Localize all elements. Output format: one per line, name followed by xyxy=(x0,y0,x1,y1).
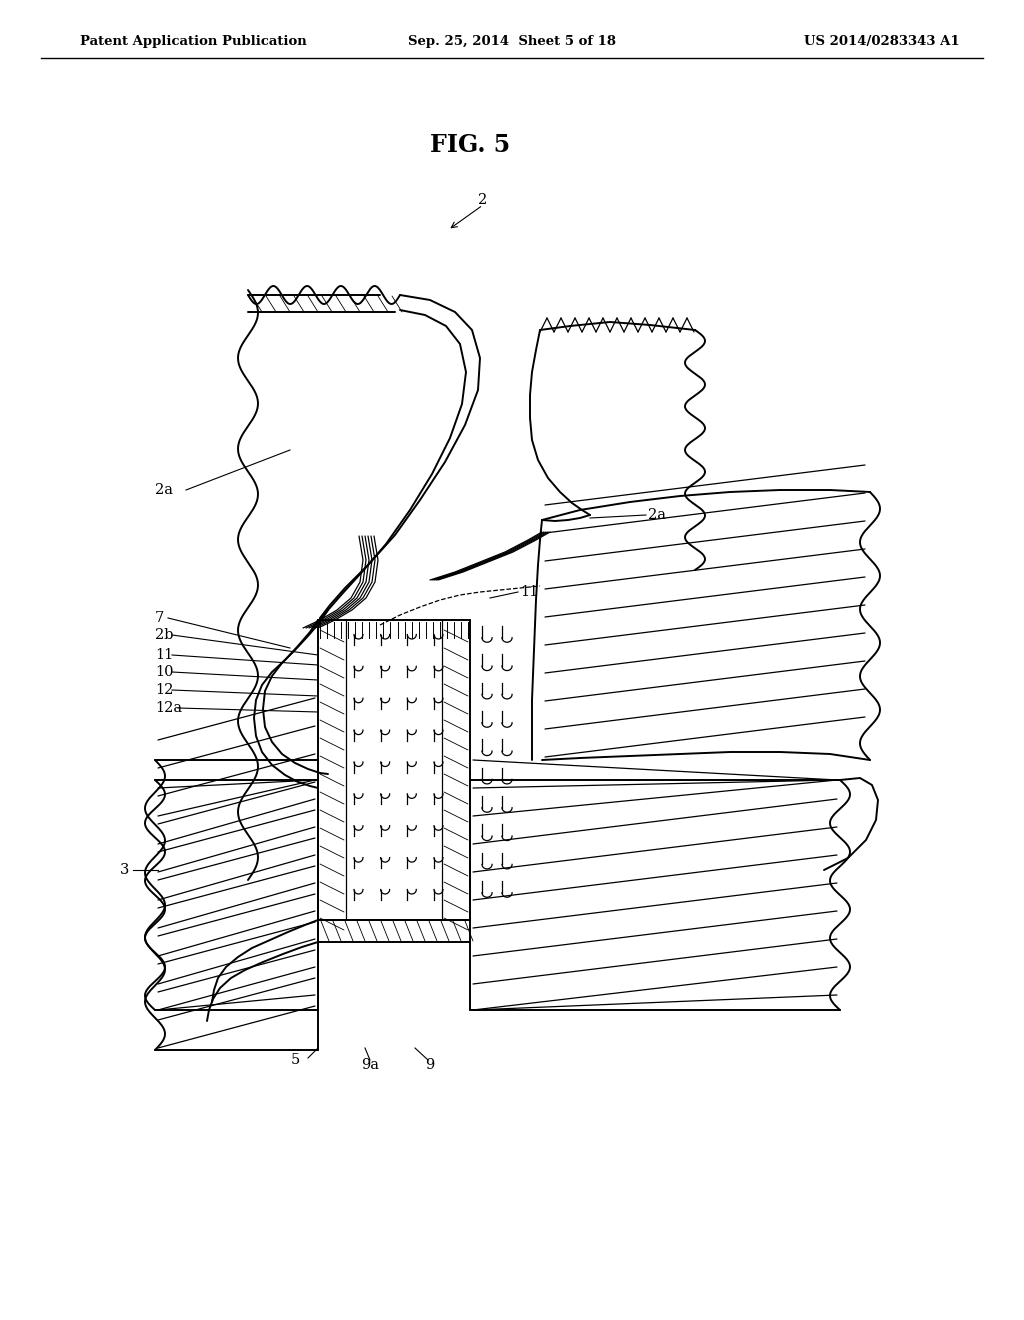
Text: 9a: 9a xyxy=(361,1059,379,1072)
Text: 2a: 2a xyxy=(648,508,666,521)
Text: 12: 12 xyxy=(155,682,173,697)
Text: Sep. 25, 2014  Sheet 5 of 18: Sep. 25, 2014 Sheet 5 of 18 xyxy=(408,36,616,49)
Text: 11: 11 xyxy=(520,585,539,599)
Text: 3: 3 xyxy=(120,863,129,876)
Text: 5: 5 xyxy=(291,1053,300,1067)
Text: Patent Application Publication: Patent Application Publication xyxy=(80,36,307,49)
Text: 7: 7 xyxy=(155,611,164,624)
Text: 12a: 12a xyxy=(155,701,182,715)
Text: 2b: 2b xyxy=(155,628,173,642)
Text: US 2014/0283343 A1: US 2014/0283343 A1 xyxy=(805,36,961,49)
Text: 2: 2 xyxy=(478,193,487,207)
Text: 10: 10 xyxy=(155,665,173,678)
Text: 11: 11 xyxy=(155,648,173,663)
Text: 9: 9 xyxy=(425,1059,434,1072)
Text: 2a: 2a xyxy=(155,483,173,498)
Text: FIG. 5: FIG. 5 xyxy=(430,133,510,157)
